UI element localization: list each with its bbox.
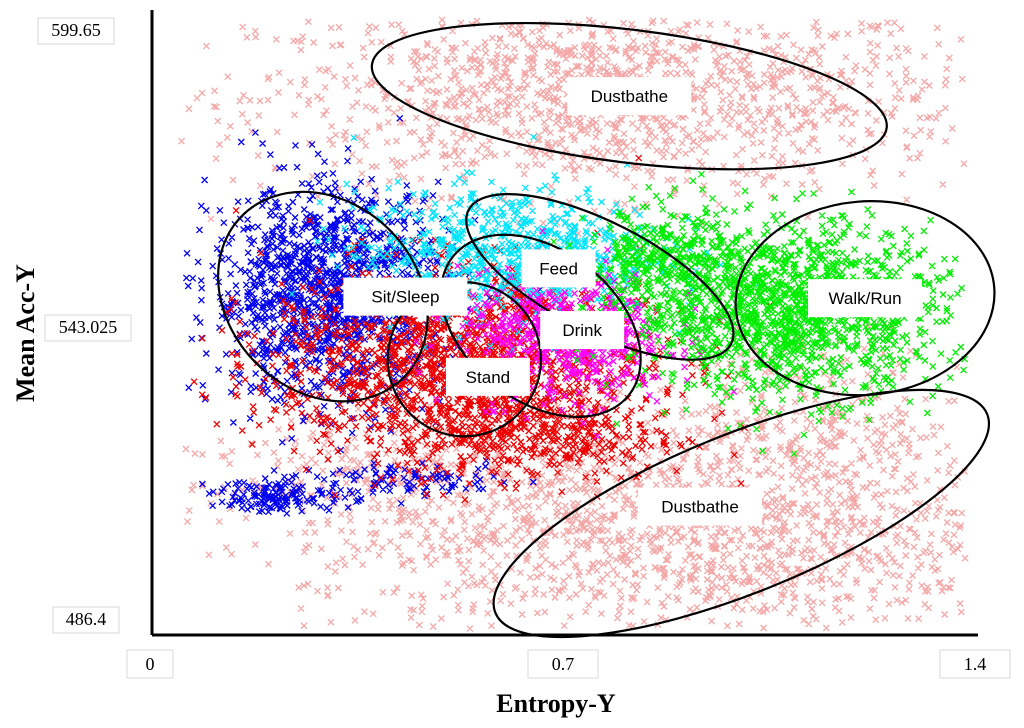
cluster-label-3: Drink	[562, 321, 602, 340]
point-cloud-1-1	[198, 471, 365, 517]
cluster-label-box-2	[521, 249, 596, 288]
point-cloud-0-2	[549, 305, 962, 545]
cluster-label-5: Walk/Run	[829, 289, 902, 308]
axes	[150, 10, 978, 637]
series-0	[178, 16, 969, 633]
y-tick-box-1	[44, 314, 132, 342]
cluster-ellipse-0	[370, 21, 888, 171]
cluster-label-1: Sit/Sleep	[371, 288, 439, 307]
y-tick-box-0	[37, 17, 115, 45]
cluster-ellipse-1	[217, 190, 429, 403]
cluster-label-box-3	[540, 311, 625, 350]
cluster-label-box-5	[808, 279, 923, 318]
x-tick-box-2	[939, 649, 1011, 679]
x-tick-label-1: 0.7	[552, 654, 575, 674]
x-tick-label-2: 1.4	[964, 654, 987, 674]
y-tick-label-2: 486.4	[66, 609, 107, 629]
y-tick-box-2	[52, 606, 120, 634]
cluster-label-6: Dustbathe	[661, 498, 739, 517]
x-tick-label-0: 0	[146, 654, 155, 674]
y-axis-title: Mean Acc-Y	[11, 264, 40, 402]
cluster-label-2: Feed	[539, 259, 578, 278]
point-cloud-5-1	[550, 170, 789, 331]
cluster-label-4: Stand	[466, 368, 510, 387]
x-axis-title: Entropy-Y	[496, 689, 616, 718]
cluster-ellipse-6	[492, 388, 991, 639]
cluster-label-box-6	[638, 487, 763, 526]
x-tick-box-0	[126, 649, 174, 679]
cluster-label-box-0	[567, 77, 692, 116]
cluster-label-box-4	[445, 357, 530, 396]
x-tick-box-1	[527, 649, 599, 679]
cluster-label-box-1	[343, 277, 468, 316]
tick-layer: 599.65 543.025 486.4 0 0.7 1.4	[37, 17, 1011, 679]
y-tick-label-0: 599.65	[51, 20, 101, 40]
y-tick-label-1: 543.025	[59, 317, 118, 337]
annotation-layer: Dustbathe Sit/Sleep Feed Drink Stand Walk/Run…	[217, 21, 996, 639]
cluster-label-0: Dustbathe	[591, 87, 669, 106]
